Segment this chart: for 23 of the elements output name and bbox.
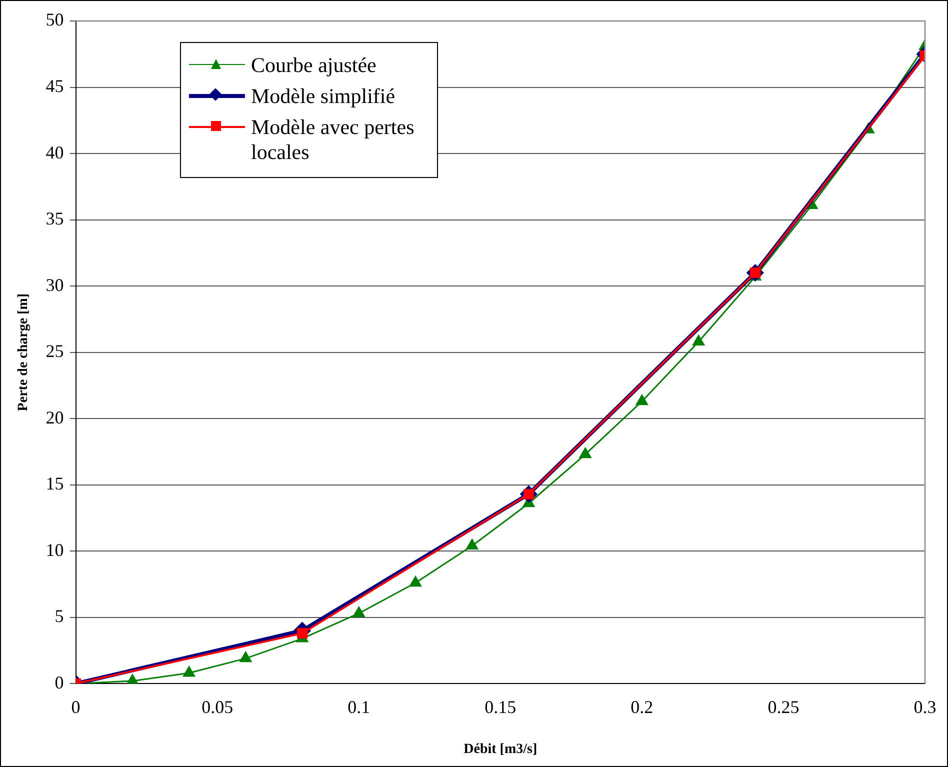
y-tick-label: 25 — [46, 341, 64, 362]
x-tick-label: 0.25 — [768, 697, 800, 718]
x-tick-label: 0.05 — [202, 697, 234, 718]
y-axis-title: Perte de charge [m] — [16, 293, 32, 412]
x-tick-label: 0 — [71, 697, 80, 718]
x-tick-label: 0.2 — [630, 697, 654, 718]
x-tick-label: 0.15 — [484, 697, 516, 718]
y-tick-label: 30 — [46, 274, 64, 295]
x-tick-label: 0.3 — [914, 697, 936, 718]
y-tick-label: 0 — [54, 672, 64, 692]
x-axis-title: Débit [m3/s] — [464, 742, 538, 758]
y-tick-label: 20 — [46, 407, 64, 428]
y-tick-label: 10 — [46, 540, 64, 560]
x-tick-label: 0.1 — [348, 697, 370, 718]
legend-label: Modèle simplifié — [251, 84, 396, 109]
y-tick-label: 50 — [46, 10, 64, 30]
y-tick-label: 5 — [54, 606, 64, 626]
y-tick-label: 40 — [46, 142, 64, 162]
y-tick-label: 35 — [46, 208, 64, 229]
legend-label: Modèle avec pertes locales — [251, 115, 416, 165]
y-tick-label: 45 — [46, 76, 64, 96]
legend-label: Courbe ajustée — [251, 53, 376, 78]
y-tick-label: 15 — [46, 474, 64, 494]
